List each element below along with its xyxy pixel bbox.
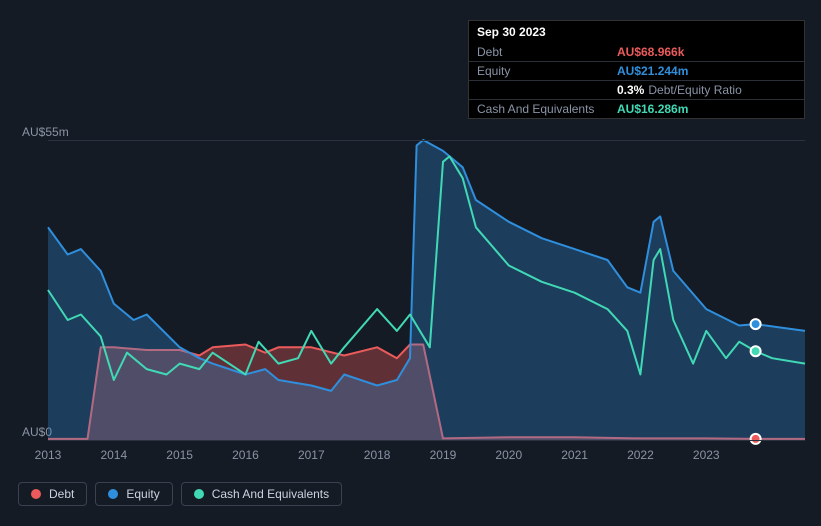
series-fill-equity bbox=[48, 140, 805, 440]
tooltip-row: Cash And EquivalentsAU$16.286m bbox=[469, 100, 804, 118]
tooltip-value: AU$21.244m bbox=[617, 64, 688, 78]
gridline-bottom bbox=[48, 440, 805, 441]
legend-swatch bbox=[194, 489, 204, 499]
legend-label: Equity bbox=[126, 487, 159, 501]
x-axis-tick: 2021 bbox=[561, 448, 588, 462]
tooltip-value: AU$16.286m bbox=[617, 102, 688, 116]
series-marker-equity bbox=[751, 319, 761, 329]
tooltip-row: EquityAU$21.244m bbox=[469, 62, 804, 81]
tooltip-row: DebtAU$68.966k bbox=[469, 43, 804, 62]
legend-label: Debt bbox=[49, 487, 74, 501]
tooltip-label bbox=[477, 83, 617, 97]
chart-area[interactable] bbox=[48, 140, 805, 440]
chart-tooltip: Sep 30 2023 DebtAU$68.966kEquityAU$21.24… bbox=[468, 20, 805, 119]
series-marker-cash-and-equivalents bbox=[751, 346, 761, 356]
legend: Debt Equity Cash And Equivalents bbox=[18, 482, 342, 506]
legend-label: Cash And Equivalents bbox=[212, 487, 329, 501]
x-axis: 2013201420152016201720182019202020212022… bbox=[48, 448, 805, 468]
series-marker-debt bbox=[751, 434, 761, 444]
y-axis-label: AU$55m bbox=[22, 125, 69, 139]
tooltip-label: Debt bbox=[477, 45, 617, 59]
tooltip-value: 0.3% bbox=[617, 83, 644, 97]
x-axis-tick: 2022 bbox=[627, 448, 654, 462]
x-axis-tick: 2023 bbox=[693, 448, 720, 462]
legend-item-equity[interactable]: Equity bbox=[95, 482, 172, 506]
x-axis-tick: 2017 bbox=[298, 448, 325, 462]
tooltip-date: Sep 30 2023 bbox=[469, 21, 804, 43]
tooltip-label: Equity bbox=[477, 64, 617, 78]
chart-svg bbox=[48, 140, 805, 440]
x-axis-tick: 2014 bbox=[100, 448, 127, 462]
x-axis-tick: 2016 bbox=[232, 448, 259, 462]
tooltip-value: AU$68.966k bbox=[617, 45, 684, 59]
legend-swatch bbox=[108, 489, 118, 499]
tooltip-row: 0.3% Debt/Equity Ratio bbox=[469, 81, 804, 100]
tooltip-sublabel: Debt/Equity Ratio bbox=[648, 83, 741, 97]
x-axis-tick: 2019 bbox=[430, 448, 457, 462]
tooltip-label: Cash And Equivalents bbox=[477, 102, 617, 116]
x-axis-tick: 2015 bbox=[166, 448, 193, 462]
legend-swatch bbox=[31, 489, 41, 499]
legend-item-debt[interactable]: Debt bbox=[18, 482, 87, 506]
x-axis-tick: 2013 bbox=[35, 448, 62, 462]
gridline-top bbox=[48, 140, 805, 141]
legend-item-cash-and-equivalents[interactable]: Cash And Equivalents bbox=[181, 482, 342, 506]
x-axis-tick: 2018 bbox=[364, 448, 391, 462]
x-axis-tick: 2020 bbox=[495, 448, 522, 462]
